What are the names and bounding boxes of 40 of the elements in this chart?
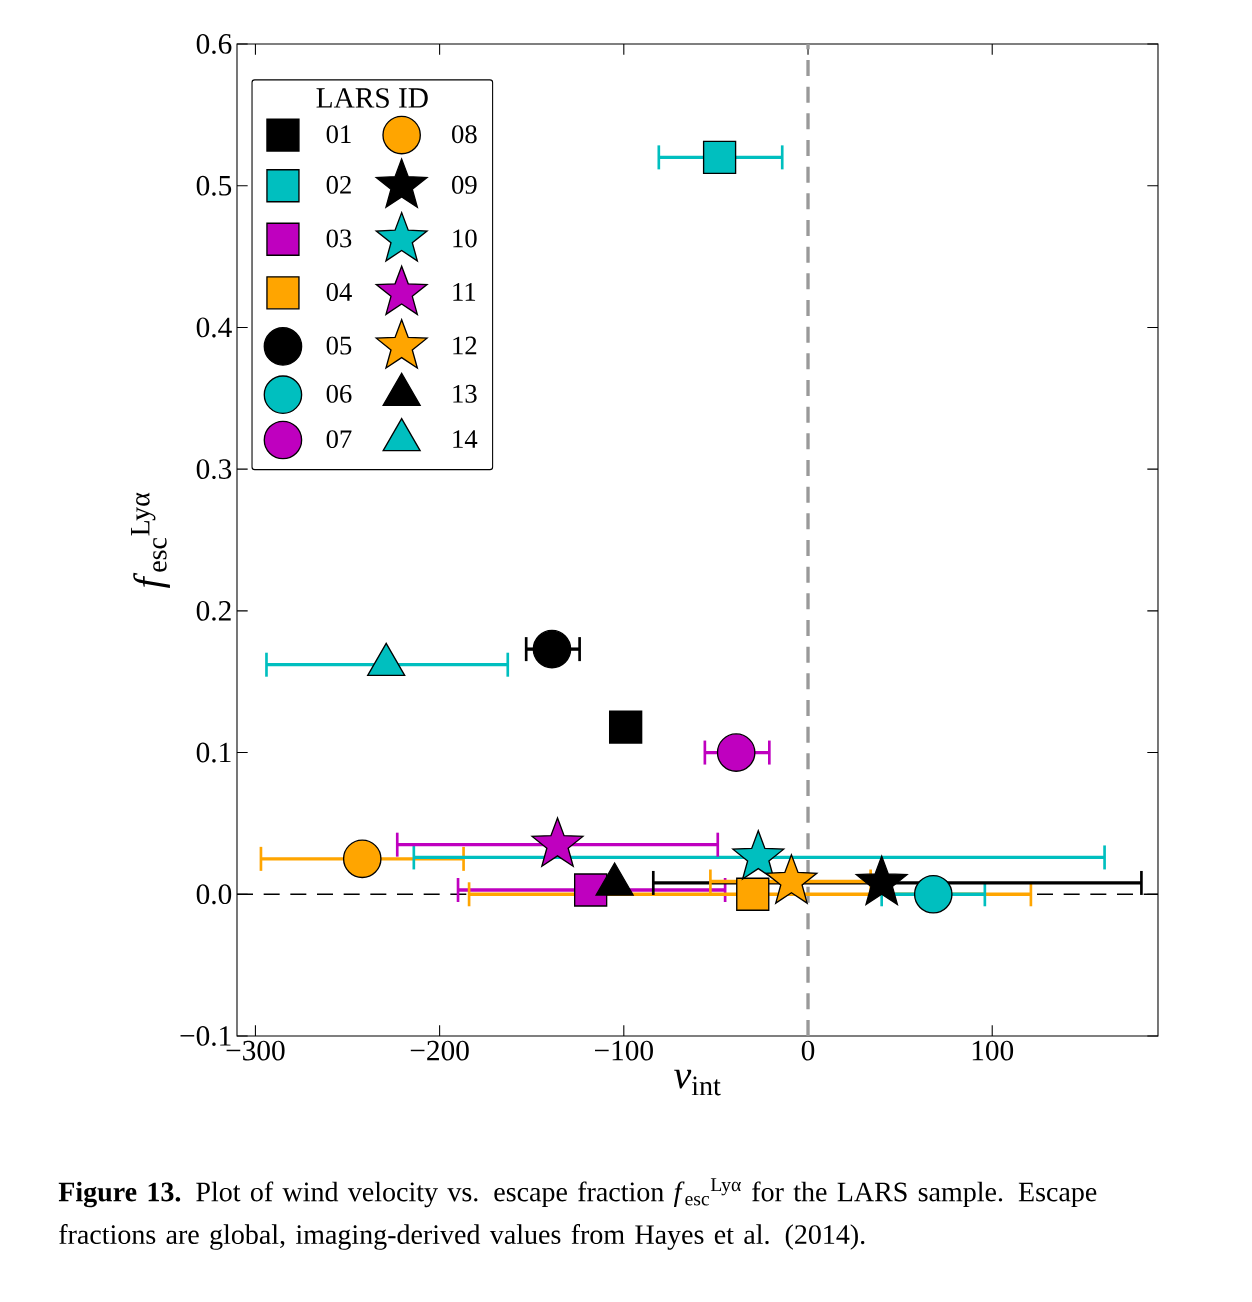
legend-label: 02 [326, 175, 351, 194]
legend-label: 10 [453, 229, 477, 248]
y-tick-label: 0.4 [196, 317, 232, 338]
y-tick-label: 0.0 [196, 884, 232, 905]
y-tick-label: 0.3 [196, 459, 232, 480]
legend-label: 14 [453, 430, 478, 448]
point [532, 629, 572, 669]
point [531, 817, 584, 867]
x-tick-label: 0 [801, 1040, 815, 1061]
y-tick-label: 0.1 [196, 742, 231, 763]
y-axis-title: f$_{esc}$Lyα [131, 492, 170, 589]
x-tick-label: −200 [410, 1040, 469, 1061]
legend-label: 01 [326, 125, 351, 144]
y-tick-label: 0.2 [196, 600, 231, 621]
x-tick-label: 100 [972, 1040, 1014, 1061]
legend-label: 09 [452, 175, 477, 194]
point [702, 140, 737, 175]
legend-label: 04 [326, 282, 352, 301]
point [732, 830, 785, 880]
legend-label: 06 [326, 384, 352, 403]
point [765, 854, 818, 904]
point [716, 733, 756, 772]
legend-label: 11 [453, 283, 476, 301]
x-axis-title: v$_{int}$ [674, 1069, 721, 1096]
legend-label: 08 [452, 125, 477, 144]
point [736, 877, 770, 911]
x-tick-label: −100 [595, 1040, 653, 1061]
text: Figure 13. Plot of wind velocity vs. escape fraction f$_{esc}$$^{Lyα}$ for the LARS sample. Escape fractions are global, imaging-derived values from Hayes et al. (2014). [58, 1178, 1097, 1250]
legend-title: LARS ID [316, 88, 428, 108]
legend-label: 13 [453, 384, 477, 403]
y-tick-label: 0.5 [196, 175, 232, 196]
point [913, 874, 953, 914]
legend-label: 07 [326, 430, 352, 449]
legend-label: 05 [326, 336, 352, 355]
point [342, 839, 382, 879]
point [608, 710, 643, 744]
legend-label: 12 [453, 336, 477, 355]
y-tick-label: 0.6 [196, 34, 232, 54]
legend-label: 03 [326, 229, 352, 248]
point [855, 855, 908, 906]
